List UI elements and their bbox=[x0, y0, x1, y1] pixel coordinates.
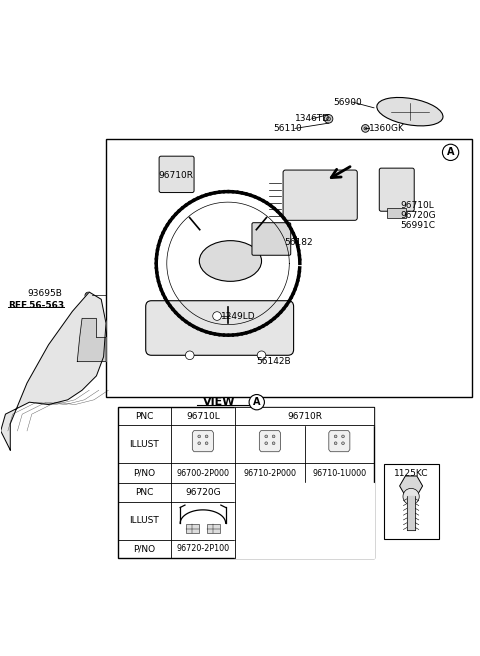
Circle shape bbox=[205, 442, 208, 445]
Polygon shape bbox=[77, 318, 106, 361]
Text: VIEW: VIEW bbox=[203, 397, 235, 407]
Polygon shape bbox=[0, 292, 106, 450]
Bar bbox=[384, 464, 439, 539]
Text: 96720G: 96720G bbox=[185, 487, 221, 497]
Circle shape bbox=[272, 435, 275, 438]
Text: 56110: 56110 bbox=[274, 124, 302, 133]
Bar bbox=[207, 523, 220, 533]
Text: 96710L: 96710L bbox=[400, 201, 434, 211]
Text: 96710-1U000: 96710-1U000 bbox=[312, 468, 366, 478]
Text: A: A bbox=[447, 148, 455, 157]
Text: 96700-2P000: 96700-2P000 bbox=[177, 468, 229, 478]
Text: 93695B: 93695B bbox=[27, 289, 62, 298]
Bar bbox=[387, 209, 406, 218]
Polygon shape bbox=[192, 430, 214, 452]
Text: 96710L: 96710L bbox=[186, 411, 220, 420]
Polygon shape bbox=[235, 407, 374, 425]
Circle shape bbox=[198, 435, 201, 438]
Text: 56991C: 56991C bbox=[400, 220, 435, 230]
Text: 1125KC: 1125KC bbox=[394, 470, 428, 478]
Polygon shape bbox=[329, 430, 350, 452]
Circle shape bbox=[443, 144, 459, 161]
FancyBboxPatch shape bbox=[252, 222, 291, 255]
Bar bbox=[118, 407, 374, 558]
Text: 96720G: 96720G bbox=[400, 211, 436, 220]
Text: REF.56-563: REF.56-563 bbox=[8, 300, 64, 310]
Circle shape bbox=[249, 394, 264, 410]
Circle shape bbox=[213, 312, 221, 320]
Circle shape bbox=[403, 488, 419, 504]
Polygon shape bbox=[407, 497, 415, 530]
Text: 1249LD: 1249LD bbox=[221, 312, 255, 321]
Polygon shape bbox=[235, 502, 374, 540]
Circle shape bbox=[272, 442, 275, 445]
Polygon shape bbox=[259, 430, 280, 452]
FancyBboxPatch shape bbox=[146, 300, 294, 356]
Text: 56182: 56182 bbox=[285, 238, 313, 247]
Circle shape bbox=[257, 351, 266, 359]
Circle shape bbox=[361, 125, 369, 133]
Polygon shape bbox=[235, 540, 374, 558]
Text: PNC: PNC bbox=[135, 487, 154, 497]
Circle shape bbox=[326, 117, 330, 121]
Circle shape bbox=[324, 115, 333, 123]
Text: P/NO: P/NO bbox=[133, 544, 156, 554]
Circle shape bbox=[198, 442, 201, 445]
Text: 96710R: 96710R bbox=[158, 171, 193, 180]
Bar bbox=[186, 523, 199, 533]
Circle shape bbox=[265, 435, 267, 438]
Text: 96710R: 96710R bbox=[287, 411, 322, 420]
FancyBboxPatch shape bbox=[379, 168, 414, 211]
Text: ILLUST: ILLUST bbox=[130, 440, 159, 449]
Text: PNC: PNC bbox=[135, 411, 154, 420]
Text: 1360GK: 1360GK bbox=[369, 124, 405, 133]
Circle shape bbox=[185, 351, 194, 359]
Ellipse shape bbox=[199, 241, 262, 281]
Text: 1346TD: 1346TD bbox=[295, 114, 330, 123]
Bar bbox=[106, 139, 472, 398]
Text: A: A bbox=[253, 397, 261, 407]
FancyBboxPatch shape bbox=[283, 170, 357, 220]
Text: 56900: 56900 bbox=[333, 98, 362, 106]
Text: P/NO: P/NO bbox=[133, 468, 156, 478]
Text: 56142B: 56142B bbox=[257, 357, 291, 366]
Circle shape bbox=[334, 442, 337, 445]
Circle shape bbox=[342, 435, 344, 438]
Polygon shape bbox=[235, 483, 374, 502]
Circle shape bbox=[342, 442, 344, 445]
Circle shape bbox=[364, 127, 367, 130]
Text: 96710-2P000: 96710-2P000 bbox=[243, 468, 297, 478]
Text: ILLUST: ILLUST bbox=[130, 516, 159, 525]
Circle shape bbox=[265, 442, 267, 445]
Text: 96720-2P100: 96720-2P100 bbox=[176, 544, 229, 554]
Ellipse shape bbox=[377, 98, 443, 126]
Circle shape bbox=[205, 435, 208, 438]
Circle shape bbox=[85, 292, 92, 298]
Circle shape bbox=[334, 435, 337, 438]
FancyBboxPatch shape bbox=[159, 156, 194, 193]
